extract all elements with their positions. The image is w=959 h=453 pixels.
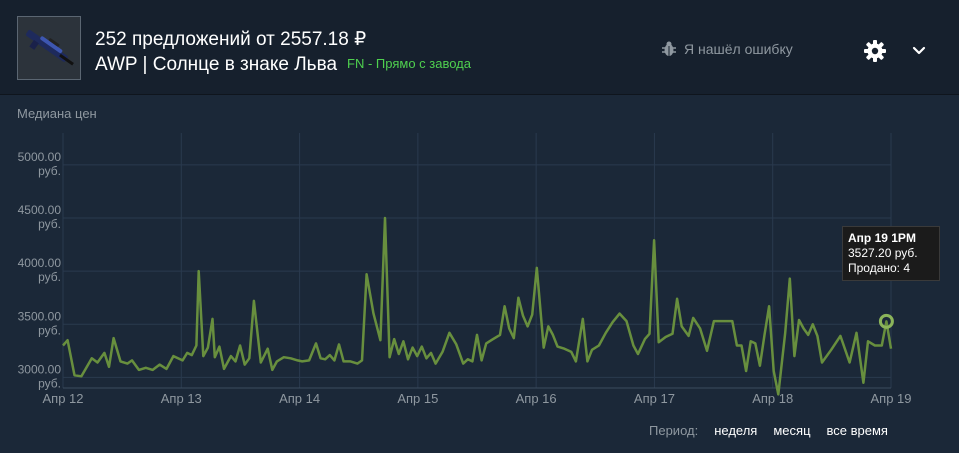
period-label: Период:: [649, 423, 699, 438]
item-name: AWP | Солнце в знаке Льва: [95, 54, 338, 75]
x-tick-label: Апр 15: [397, 391, 438, 406]
item-name-line: AWP | Солнце в знаке Льва FN - Прямо с за…: [95, 54, 471, 76]
x-tick-label: Апр 13: [161, 391, 202, 406]
y-tick-label: 4000.00: [18, 256, 62, 270]
awp-rifle-icon: [18, 17, 80, 79]
bug-icon: [662, 41, 676, 56]
offers-summary: 252 предложений от 2557.18 ₽: [95, 29, 367, 50]
x-tick-label: Апр 17: [634, 391, 675, 406]
tooltip-date: Апр 19 1PM: [848, 231, 916, 245]
y-tick-unit: руб.: [38, 164, 61, 178]
plot-area: [63, 133, 891, 388]
y-tick-label: 3000.00: [18, 362, 62, 376]
y-tick-label: 3500.00: [18, 309, 62, 323]
chart-title: Медиана цен: [17, 106, 97, 121]
bug-report-label: Я нашёл ошибку: [684, 41, 793, 57]
gear-icon[interactable]: [863, 39, 887, 63]
highlight-point: [878, 313, 894, 329]
item-quality: FN - Прямо с завода: [347, 56, 471, 71]
y-tick-unit: руб.: [38, 323, 61, 337]
period-selector: Период: неделя месяц все время: [649, 423, 888, 438]
tooltip-price: 3527.20 руб.: [848, 246, 918, 260]
y-tick-unit: руб.: [38, 217, 61, 231]
x-tick-label: Апр 12: [42, 391, 83, 406]
x-tick-label: Апр 16: [516, 391, 557, 406]
item-thumbnail[interactable]: [17, 16, 81, 80]
x-tick-label: Апр 18: [752, 391, 793, 406]
y-tick-unit: руб.: [38, 270, 61, 284]
y-tick-label: 5000.00: [18, 150, 62, 164]
y-tick-label: 4500.00: [18, 203, 62, 217]
period-week-option[interactable]: неделя: [714, 423, 758, 438]
x-tick-label: Апр 14: [279, 391, 320, 406]
tooltip-sold: Продано: 4: [848, 261, 911, 275]
chevron-down-icon[interactable]: [911, 43, 927, 59]
x-tick-label: Апр 19: [870, 391, 911, 406]
price-series-line: [62, 216, 893, 396]
y-tick-unit: руб.: [38, 376, 61, 390]
period-all-time-option[interactable]: все время: [826, 423, 888, 438]
bug-report-button[interactable]: Я нашёл ошибку: [662, 41, 793, 57]
chart-tooltip: Апр 19 1PM 3527.20 руб. Продано: 4: [842, 226, 940, 281]
listing-header: 252 предложений от 2557.18 ₽ AWP | Солнц…: [0, 0, 959, 95]
period-month-option[interactable]: месяц: [773, 423, 811, 438]
